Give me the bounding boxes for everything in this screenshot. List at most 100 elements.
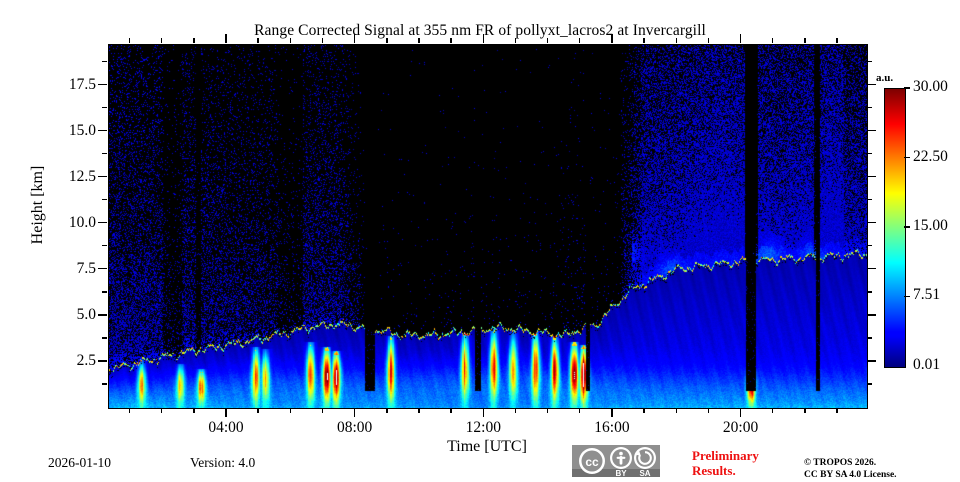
x-tick-top-10	[418, 38, 420, 43]
x-tick-7	[321, 408, 324, 413]
colorbar-tick-0.01: 0.01	[913, 356, 941, 373]
colorbar[interactable]	[884, 88, 906, 368]
y-tick-10	[98, 222, 107, 224]
x-tick-top-5	[257, 38, 259, 43]
x-tick-label-12:00: 12:00	[465, 419, 501, 436]
y-tick-11.25	[102, 199, 107, 201]
x-tick-3	[193, 408, 195, 413]
x-tick-label-04:00: 04:00	[208, 419, 244, 436]
x-tick-label-08:00: 08:00	[337, 419, 373, 436]
cc-badge-icon: cc BY SA	[572, 445, 660, 478]
x-tick-top-20	[739, 34, 742, 43]
x-tick-23	[836, 408, 838, 413]
x-tick-13	[514, 408, 517, 413]
y-tick-13.75	[102, 152, 107, 155]
x-tick-2	[161, 408, 163, 413]
y-tick-2.5	[98, 360, 107, 362]
y-tick-right-13.75	[867, 152, 872, 155]
y-tick-right-5	[867, 314, 876, 316]
cc-by-label: BY	[615, 469, 627, 477]
y-tick-label-10.0: 10.0	[68, 213, 96, 231]
x-tick-10	[418, 408, 420, 413]
y-tick-label-5.0: 5.0	[76, 305, 96, 323]
y-tick-17.5	[98, 83, 107, 86]
heatmap-plot-area[interactable]	[108, 44, 868, 409]
y-tick-6.25	[102, 291, 107, 293]
y-tick-right-11.25	[867, 199, 872, 201]
x-axis-label: Time [UTC]	[447, 438, 527, 455]
x-tick-22	[804, 408, 806, 413]
svg-text:cc: cc	[585, 455, 599, 469]
y-tick-right-8.75	[867, 245, 872, 247]
x-tick-4	[225, 408, 227, 417]
y-tick-right-6.25	[867, 291, 872, 293]
y-axis-label: Height [km]	[29, 165, 46, 245]
y-tick-5	[98, 314, 107, 316]
x-tick-top-3	[193, 38, 195, 43]
x-tick-top-7	[321, 38, 324, 43]
y-tick-1.25	[102, 383, 107, 385]
preliminary-line-2: Results.	[692, 463, 736, 478]
x-tick-top-18	[675, 38, 677, 43]
colorbar-tickmark-2	[904, 226, 910, 228]
y-tick-label-17.5: 17.5	[68, 75, 96, 93]
y-tick-12.5	[98, 175, 107, 178]
x-tick-6	[289, 408, 292, 413]
x-tick-17	[643, 408, 645, 413]
x-tick-top-2	[161, 38, 163, 43]
x-tick-1	[128, 408, 131, 413]
y-tick-right-2.5	[867, 360, 876, 362]
x-tick-top-13	[514, 38, 517, 43]
colorbar-tick-30.00: 30.00	[913, 78, 948, 95]
y-tick-right-18.75	[867, 60, 872, 63]
x-tick-top-19	[707, 38, 710, 43]
y-tick-right-3.75	[867, 337, 872, 339]
y-tick-16.25	[102, 106, 107, 109]
x-tick-top-16	[611, 34, 613, 43]
x-tick-20	[739, 408, 742, 417]
x-tick-top-22	[804, 38, 806, 43]
x-tick-11	[450, 408, 452, 413]
y-tick-label-2.5: 2.5	[76, 351, 96, 369]
colorbar-unit-label: a.u.	[876, 72, 894, 84]
x-tick-top-15	[579, 38, 581, 43]
x-tick-5	[257, 408, 259, 413]
cc-by-sa-license-badge[interactable]: cc BY SA	[572, 445, 660, 478]
x-tick-top-8	[353, 34, 356, 43]
x-tick-12	[482, 408, 484, 417]
x-tick-top-1	[128, 38, 131, 43]
x-tick-16	[611, 408, 613, 417]
y-tick-18.75	[102, 60, 107, 63]
y-tick-right-7.5	[867, 268, 876, 270]
colorbar-tick-7.51: 7.51	[913, 286, 941, 304]
y-tick-label-15.0: 15.0	[68, 121, 96, 139]
x-tick-9	[386, 408, 388, 413]
preliminary-results-notice: Preliminary Results.	[692, 448, 759, 478]
preliminary-line-1: Preliminary	[692, 448, 759, 463]
x-tick-top-12	[482, 34, 484, 43]
x-tick-top-21	[772, 38, 774, 43]
heatmap-canvas	[109, 45, 867, 408]
x-tick-label-16:00: 16:00	[594, 419, 630, 436]
x-tick-top-11	[450, 38, 452, 43]
cc-sa-label: SA	[639, 469, 650, 477]
y-tick-right-15	[867, 129, 876, 132]
y-tick-8.75	[102, 245, 107, 247]
x-tick-top-23	[836, 38, 838, 43]
colorbar-tick-22.50: 22.50	[913, 147, 948, 165]
y-tick-right-16.25	[867, 106, 872, 109]
x-tick-19	[707, 408, 710, 413]
x-tick-top-14	[546, 38, 549, 43]
figure-title: Range Corrected Signal at 355 nm FR of p…	[254, 22, 706, 39]
x-tick-18	[675, 408, 677, 413]
colorbar-tickmark-1	[904, 295, 910, 298]
y-tick-right-12.5	[867, 175, 876, 178]
colorbar-tickmark-3	[904, 156, 910, 159]
x-tick-top-9	[386, 38, 388, 43]
y-tick-3.75	[102, 337, 107, 339]
x-tick-top-6	[289, 38, 292, 43]
y-tick-right-1.25	[867, 383, 872, 385]
copyright-notice: © TROPOS 2026. CC BY SA 4.0 License.	[804, 457, 897, 481]
footer-date: 2026-01-10	[48, 455, 111, 470]
